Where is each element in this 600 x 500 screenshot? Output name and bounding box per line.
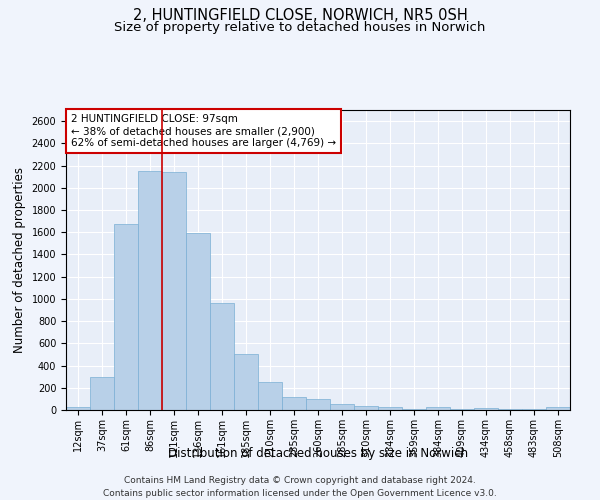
- Y-axis label: Number of detached properties: Number of detached properties: [13, 167, 26, 353]
- Bar: [330, 404, 354, 410]
- Bar: [306, 399, 330, 410]
- Text: 2, HUNTINGFIELD CLOSE, NORWICH, NR5 0SH: 2, HUNTINGFIELD CLOSE, NORWICH, NR5 0SH: [133, 8, 467, 22]
- Bar: [234, 354, 258, 410]
- Bar: [210, 304, 234, 410]
- Text: Distribution of detached houses by size in Norwich: Distribution of detached houses by size …: [168, 448, 468, 460]
- Text: 2 HUNTINGFIELD CLOSE: 97sqm
← 38% of detached houses are smaller (2,900)
62% of : 2 HUNTINGFIELD CLOSE: 97sqm ← 38% of det…: [71, 114, 336, 148]
- Bar: [90, 376, 114, 410]
- Text: Contains HM Land Registry data © Crown copyright and database right 2024.
Contai: Contains HM Land Registry data © Crown c…: [103, 476, 497, 498]
- Bar: [114, 224, 138, 410]
- Text: Size of property relative to detached houses in Norwich: Size of property relative to detached ho…: [115, 21, 485, 34]
- Bar: [162, 172, 186, 410]
- Bar: [258, 382, 282, 410]
- Bar: [354, 406, 378, 410]
- Bar: [426, 407, 450, 410]
- Bar: [186, 234, 210, 410]
- Bar: [378, 406, 402, 410]
- Bar: [474, 408, 498, 410]
- Bar: [546, 407, 570, 410]
- Bar: [282, 396, 306, 410]
- Bar: [66, 407, 90, 410]
- Bar: [138, 171, 162, 410]
